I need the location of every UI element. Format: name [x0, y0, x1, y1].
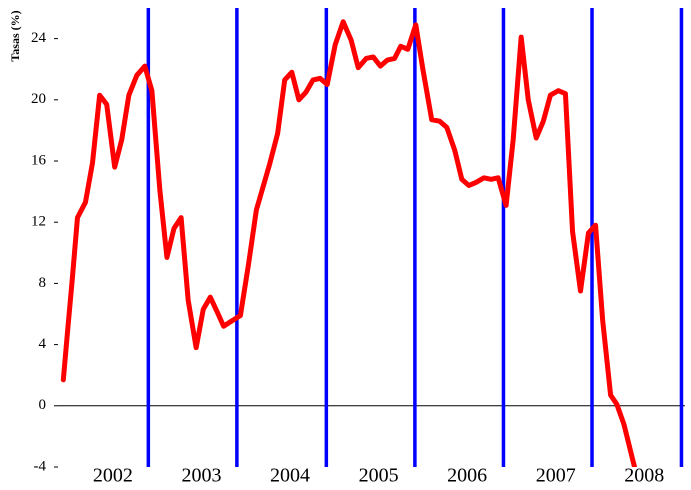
y-tick-label: 16: [31, 152, 47, 168]
x-tick-label: 2007: [536, 465, 576, 487]
y-tick-label: 4: [39, 336, 47, 352]
y-tick-label: 12: [31, 214, 46, 230]
y-axis-label: Tasas (%): [8, 10, 22, 61]
y-tick-label: 24: [31, 30, 47, 46]
x-tick-label: 2002: [93, 465, 133, 487]
x-tick-label: 2006: [447, 465, 487, 487]
y-tick-label: 8: [39, 275, 47, 291]
x-tick-label: 2005: [359, 465, 399, 487]
x-tick-label: 2003: [181, 465, 221, 487]
plot-area: [60, 19, 638, 467]
y-tick-label: 0: [39, 397, 47, 413]
x-tick-label: 2008: [624, 465, 664, 487]
x-tick-label: 2004: [270, 465, 310, 487]
data-line: [60, 19, 638, 467]
y-tick-label: -4: [34, 458, 47, 474]
y-tick-label: 20: [31, 91, 46, 107]
